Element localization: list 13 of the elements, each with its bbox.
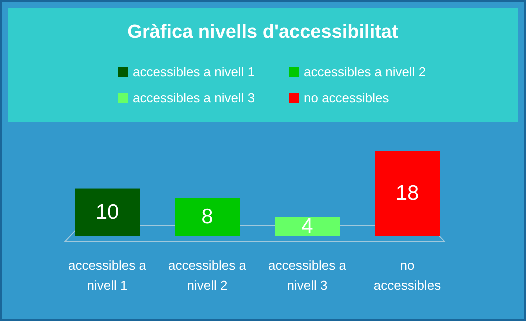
data-label: 18 bbox=[396, 182, 420, 205]
x-tick-label: accessibles a nivell 1 bbox=[68, 258, 148, 293]
x-tick-label: no accessibles bbox=[374, 258, 442, 293]
chart-title: Gràfica nivells d'accessibilitat bbox=[128, 22, 399, 43]
legend-label: no accessibles bbox=[304, 90, 390, 106]
x-tick-label: accessibles a nivell 2 bbox=[168, 258, 248, 293]
legend-label: accessibles a nivell 1 bbox=[133, 64, 256, 80]
legend-label: accessibles a nivell 3 bbox=[133, 90, 256, 106]
data-label: 10 bbox=[96, 200, 120, 224]
legend-label: accessibles a nivell 2 bbox=[304, 64, 426, 80]
data-label: 8 bbox=[202, 206, 214, 229]
x-tick-label: accessibles a nivell 3 bbox=[268, 258, 348, 293]
data-label: 4 bbox=[302, 215, 314, 238]
